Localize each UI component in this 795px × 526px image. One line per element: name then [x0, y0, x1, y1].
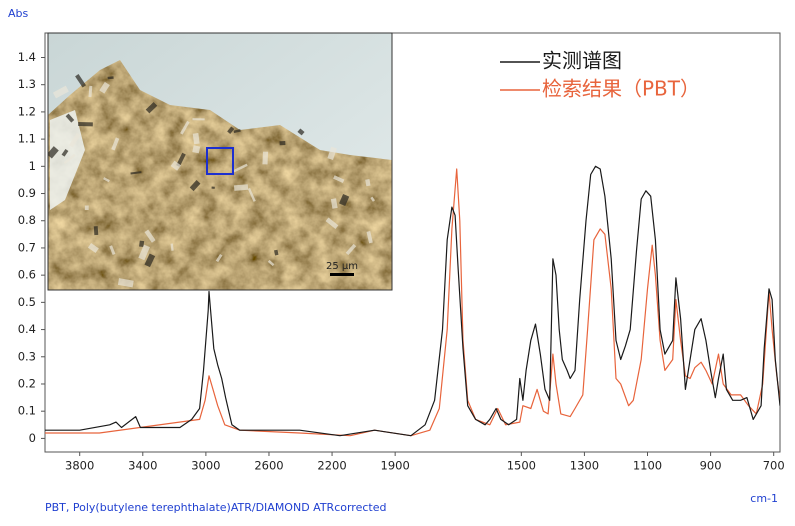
crystal: [109, 245, 116, 255]
crystal: [139, 240, 145, 247]
x-tick-label: 1900: [381, 459, 410, 473]
crystal: [192, 145, 201, 154]
x-tick-label: 900: [700, 459, 722, 473]
crystal: [330, 198, 338, 209]
y-tick-label: 0.6: [18, 268, 36, 282]
crystal: [327, 146, 337, 161]
crystal: [297, 128, 305, 136]
crystal: [48, 146, 59, 159]
y-tick-label: 0.4: [18, 322, 36, 336]
crystal: [339, 193, 350, 206]
crystal: [99, 81, 110, 94]
y-tick-label: 1.3: [18, 77, 36, 91]
crystal: [325, 217, 339, 230]
crystal: [93, 226, 99, 236]
y-tick-label: 0.3: [18, 349, 36, 363]
y-tick-label: 1: [29, 159, 36, 173]
x-tick-label: 3000: [191, 459, 220, 473]
crystal: [170, 243, 174, 251]
crystal: [69, 132, 81, 148]
crystal: [279, 141, 286, 146]
crystal: [61, 148, 69, 157]
inset-image: 25 μm: [48, 33, 392, 290]
x-tick-label: 3800: [65, 459, 94, 473]
crystal: [366, 231, 373, 244]
crystal: [176, 152, 186, 167]
scale-bar-label: 25 μm: [326, 261, 358, 272]
crystal: [233, 163, 248, 173]
y-tick-label: 1.4: [18, 50, 36, 64]
crystal: [227, 126, 235, 134]
crystal: [84, 205, 89, 210]
crystal: [215, 253, 223, 263]
crystal: [117, 278, 134, 288]
crystal: [75, 74, 87, 88]
crystal: [144, 253, 156, 268]
y-tick-label: 0.9: [18, 186, 36, 200]
crystal: [78, 122, 93, 127]
y-tick-label: 0.5: [18, 295, 36, 309]
crystal: [365, 178, 371, 187]
y-tick-label: 0: [29, 431, 36, 445]
crystal: [267, 259, 275, 267]
crystal: [103, 177, 110, 183]
y-tick-label: 0.8: [18, 213, 36, 227]
y-tick-label: 1.2: [18, 104, 36, 118]
crystal: [180, 120, 190, 135]
x-tick-label: 2600: [254, 459, 283, 473]
y-tick-label: 0.7: [18, 240, 36, 254]
crystal: [107, 76, 114, 80]
crystal: [170, 160, 182, 171]
crystal: [370, 196, 376, 202]
plot-frame: [44, 32, 781, 453]
y-axis-label: Abs: [8, 7, 29, 20]
crystal: [262, 151, 269, 165]
x-tick-label: 1300: [570, 459, 599, 473]
crystal: [63, 153, 76, 165]
caption: PBT, Poly(butylene terephthalate)ATR/DIA…: [45, 501, 386, 514]
x-tick-label: 1100: [633, 459, 662, 473]
crystal: [192, 132, 200, 145]
x-tick-label: 700: [763, 459, 785, 473]
crystal: [130, 171, 142, 175]
y-tick-label: 0.1: [18, 404, 36, 418]
legend-label: 检索结果（PBT）: [542, 77, 700, 101]
legend-label: 实测谱图: [542, 49, 622, 73]
x-axis-label: cm-1: [750, 492, 778, 505]
crystal: [192, 118, 205, 121]
crystal: [145, 101, 158, 114]
crystal: [111, 137, 120, 151]
crystal: [65, 113, 75, 123]
crystal: [233, 184, 249, 191]
crystal: [189, 180, 201, 192]
x-tick-label: 3400: [128, 459, 157, 473]
crystal: [345, 243, 357, 256]
x-tick-label: 1500: [507, 459, 536, 473]
crystal: [274, 249, 279, 256]
spectrum-line: [45, 165, 780, 437]
crystal: [88, 85, 93, 98]
y-tick-label: 1.1: [18, 132, 36, 146]
crystal: [233, 129, 241, 133]
crystal: [247, 187, 256, 202]
x-tick-label: 2200: [317, 459, 346, 473]
crystal: [144, 229, 156, 243]
y-tick-label: 0.2: [18, 376, 36, 390]
crystal: [52, 85, 69, 99]
crystal: [138, 244, 150, 261]
crystal: [87, 243, 99, 253]
inset-frame: [47, 32, 393, 291]
crystal: [211, 186, 215, 189]
crystal: [333, 175, 345, 183]
